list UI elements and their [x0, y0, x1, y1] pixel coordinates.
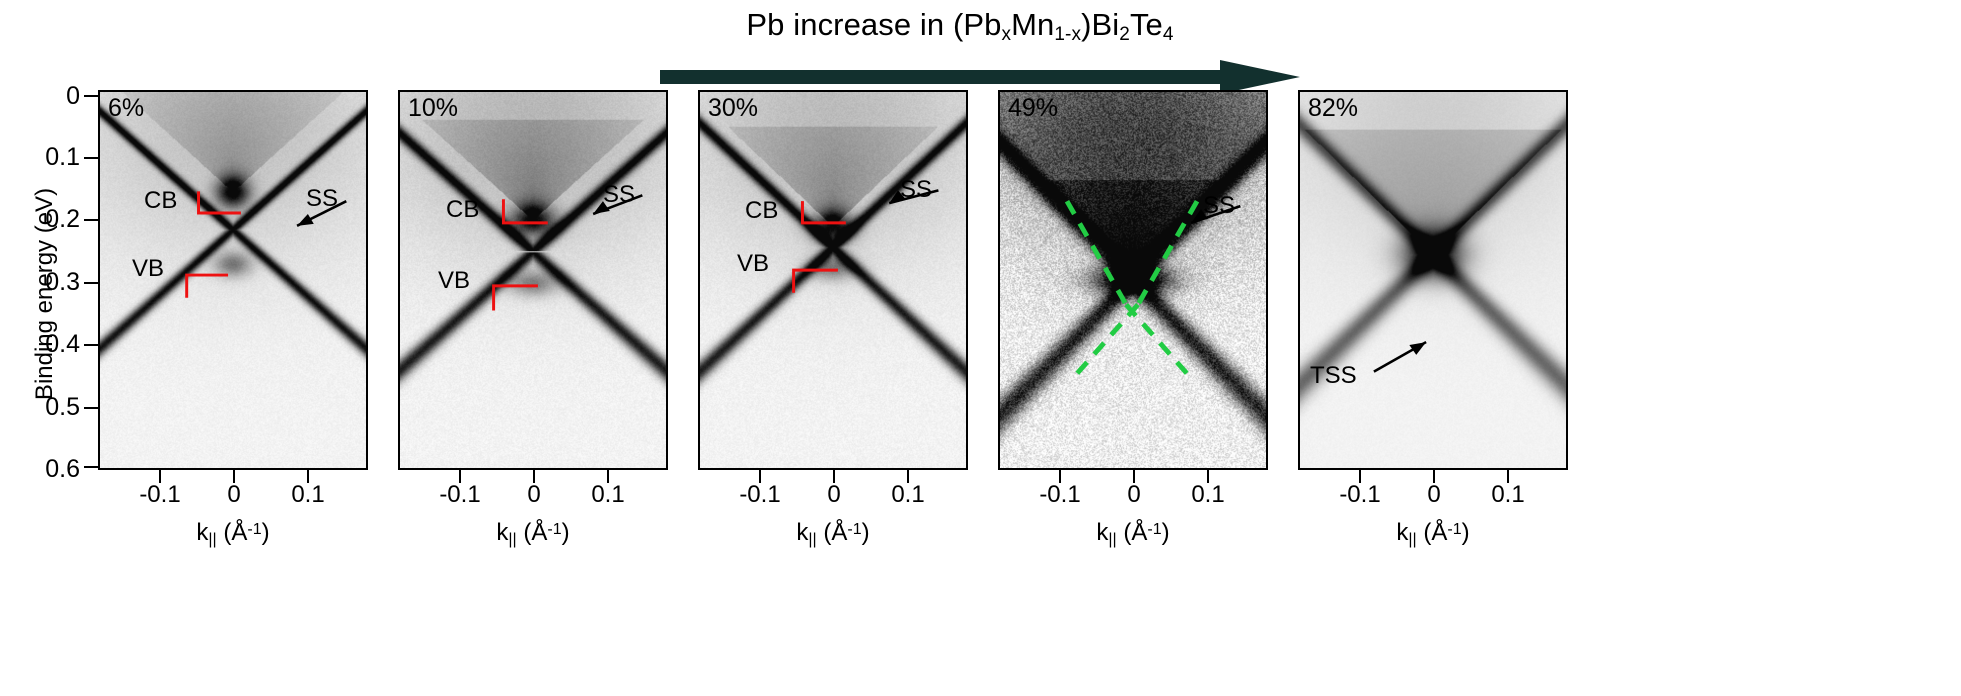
title-sub-1mx: 1-x	[1054, 24, 1081, 45]
ytick-label-0: 0	[10, 86, 80, 106]
x-axis-label-p3: k|| (Å-1)	[998, 516, 1268, 554]
xtick-label-p3-pos01: 0.1	[1173, 482, 1243, 508]
title-sub-2: 2	[1119, 24, 1130, 45]
ytick-mark-0.2	[84, 219, 98, 221]
vb-label-30pct: VB	[737, 250, 769, 278]
ss-label-10pct: SS	[603, 181, 635, 209]
ytick-label-0.5: 0.5	[10, 397, 80, 417]
arpes-spectrum-30pct	[700, 92, 966, 468]
ytick-label-0.1: 0.1	[10, 147, 80, 167]
panel-tag-10pct: 10%	[408, 94, 458, 123]
page-title: Pb increase in (PbxMn1-x)Bi2Te4	[560, 8, 1360, 52]
xtick-label-p0-pos01: 0.1	[273, 482, 343, 508]
xtick-label-p1-0: 0	[499, 482, 569, 508]
xtick-label-p0-0: 0	[199, 482, 269, 508]
x-axis-label-p1: k|| (Å-1)	[398, 516, 668, 554]
panel-tag-30pct: 30%	[708, 94, 758, 123]
panel-6pct[interactable]: 6% SS CB VB	[98, 90, 368, 470]
x-axis-label-p2: k|| (Å-1)	[698, 516, 968, 554]
figure-title-block: Pb increase in (PbxMn1-x)Bi2Te4	[560, 8, 1360, 88]
panel-30pct[interactable]: 30% SS CB VB	[698, 90, 968, 470]
x-axis-label-p0: k|| (Å-1)	[98, 516, 368, 554]
arpes-spectrum-82pct	[1300, 92, 1566, 468]
title-sub-4: 4	[1163, 24, 1174, 45]
xtick-label-p4-pos01: 0.1	[1473, 482, 1543, 508]
ytick-label-0.6: 0.6	[10, 459, 80, 479]
ytick-mark-0.4	[84, 344, 98, 346]
xtick-label-p2-0: 0	[799, 482, 869, 508]
title-sub-x: x	[1002, 24, 1012, 45]
ytick-mark-0.5	[84, 407, 98, 409]
xtick-label-p0-neg01: -0.1	[125, 482, 195, 508]
cb-label-30pct: CB	[745, 197, 778, 225]
panel-tag-82pct: 82%	[1308, 94, 1358, 123]
pb-increase-arrow-icon	[660, 60, 1300, 94]
arpes-spectrum-49pct	[1000, 92, 1266, 468]
panel-tag-6pct: 6%	[108, 94, 144, 123]
ytick-label-0.2: 0.2	[10, 209, 80, 229]
panel-82pct[interactable]: 82% TSS	[1298, 90, 1568, 470]
ytick-mark-0.1	[84, 157, 98, 159]
xtick-label-p2-pos01: 0.1	[873, 482, 943, 508]
ytick-label-0.4: 0.4	[10, 334, 80, 354]
panel-tag-49pct: 49%	[1008, 94, 1058, 123]
panel-49pct[interactable]: 49% SS	[998, 90, 1268, 470]
cb-label-10pct: CB	[446, 196, 479, 224]
ss-label-30pct: SS	[900, 176, 932, 204]
ytick-mark-0	[84, 95, 98, 97]
ss-label-49pct: SS	[1203, 192, 1235, 220]
vb-label-6pct: VB	[132, 255, 164, 283]
title-lead: Pb increase in (Pb	[746, 7, 1001, 42]
ytick-mark-0.3	[84, 282, 98, 284]
vb-label-10pct: VB	[438, 267, 470, 295]
ytick-label-0.3: 0.3	[10, 272, 80, 292]
xtick-label-p2-neg01: -0.1	[725, 482, 795, 508]
xtick-label-p3-neg01: -0.1	[1025, 482, 1095, 508]
cb-label-6pct: CB	[144, 187, 177, 215]
title-mid-bi: )Bi	[1081, 7, 1119, 42]
xtick-label-p4-neg01: -0.1	[1325, 482, 1395, 508]
ss-label-6pct: SS	[306, 185, 338, 213]
title-mid-mn: Mn	[1011, 7, 1054, 42]
x-axis-label-p4: k|| (Å-1)	[1298, 516, 1568, 554]
xtick-label-p3-0: 0	[1099, 482, 1169, 508]
title-mid-te: Te	[1130, 7, 1163, 42]
xtick-label-p4-0: 0	[1399, 482, 1469, 508]
xtick-label-p1-neg01: -0.1	[425, 482, 495, 508]
ytick-mark-0.6	[84, 466, 98, 468]
tss-label-82pct: TSS	[1310, 362, 1357, 390]
xtick-label-p1-pos01: 0.1	[573, 482, 643, 508]
panel-10pct[interactable]: 10% SS CB VB	[398, 90, 668, 470]
